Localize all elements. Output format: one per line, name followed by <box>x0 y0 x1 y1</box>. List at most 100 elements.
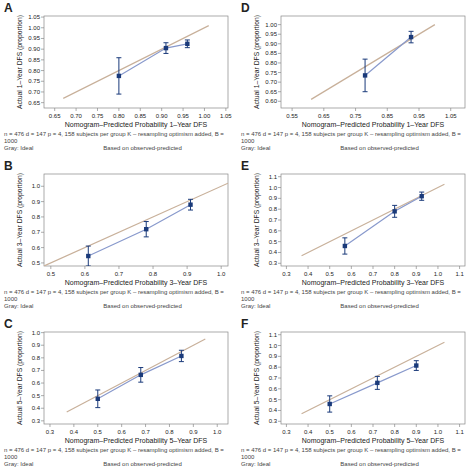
error-bar <box>144 222 149 237</box>
line <box>88 205 190 256</box>
panel-label: F <box>241 317 248 331</box>
error-bar <box>179 350 184 361</box>
x-tick-label: 0.9 <box>412 271 421 277</box>
y-tick-label: 0.5 <box>269 239 278 245</box>
y-tick-label: 0.6 <box>32 380 41 386</box>
x-tick <box>308 424 309 427</box>
y-tick-label: 0.85 <box>265 50 277 56</box>
panel: C0.30.40.50.60.70.80.91.00.30.40.50.60.7… <box>4 317 228 467</box>
y-tick <box>41 91 44 92</box>
x-tick <box>308 266 309 269</box>
x-tick <box>76 108 77 111</box>
y-tick-label: 0.6 <box>32 245 41 251</box>
y-tick <box>278 356 281 357</box>
y-tick-label: 0.90 <box>28 46 40 52</box>
x-tick-label: 1.1 <box>455 271 464 277</box>
y-tick-label: 0.65 <box>28 100 40 106</box>
y-tick-label: 0.75 <box>28 78 40 84</box>
y-tick-label: 0.7 <box>32 367 41 373</box>
x-tick <box>323 108 324 111</box>
error-bar <box>414 361 419 371</box>
x-tick <box>329 266 330 269</box>
x-tick <box>84 266 85 269</box>
x-tick-label: 0.3 <box>282 271 291 277</box>
x-tick-label: 1.0 <box>434 429 443 435</box>
line <box>311 25 435 100</box>
error-bar <box>392 205 397 217</box>
y-axis-label: Actual 5–Year DFS (proportion) <box>16 331 24 425</box>
y-tick <box>41 262 44 263</box>
error-bar <box>375 376 380 389</box>
y-tick-label: 1.00 <box>28 25 40 31</box>
point <box>86 254 90 258</box>
plot-frame <box>281 332 465 424</box>
point <box>414 363 418 367</box>
point <box>375 381 379 385</box>
point <box>343 244 347 248</box>
y-tick <box>278 24 281 25</box>
x-tick <box>97 108 98 111</box>
x-axis-label: Nomogram–Predicted Probability 1–Year DF… <box>65 121 208 129</box>
y-tick <box>41 186 44 187</box>
x-tick <box>121 424 122 427</box>
y-tick-label: 0.3 <box>269 260 278 266</box>
y-tick <box>41 395 44 396</box>
y-tick-label: 1.0 <box>269 185 278 191</box>
caption: n = 476 d = 147 p = 4, 158 subjects per … <box>4 289 224 302</box>
y-tick-label: 0.5 <box>32 260 41 266</box>
panel-label: B <box>4 159 13 173</box>
point <box>96 397 100 401</box>
x-tick-label: 0.7 <box>369 429 378 435</box>
y-tick <box>41 49 44 50</box>
point <box>117 74 121 78</box>
line <box>63 26 208 99</box>
y-tick-label: 1.00 <box>265 22 277 28</box>
x-tick-label: 0.5 <box>326 429 335 435</box>
y-axis-label: Actual 3–Year DFS (proportion) <box>253 173 261 267</box>
y-tick <box>278 241 281 242</box>
y-tick-label: 0.70 <box>28 89 40 95</box>
y-tick <box>278 220 281 221</box>
point <box>164 46 168 50</box>
y-tick <box>278 252 281 253</box>
x-tick-label: 0.8 <box>390 271 399 277</box>
y-tick <box>278 34 281 35</box>
x-tick-label: 1.1 <box>455 429 464 435</box>
error-bar <box>163 43 168 54</box>
point <box>363 73 367 77</box>
x-tick-label: 0.5 <box>94 429 103 435</box>
error-bar <box>363 59 368 92</box>
x-tick-label: 0.5 <box>326 271 335 277</box>
x-tick <box>387 108 388 111</box>
y-tick-label: 0.9 <box>269 195 278 201</box>
x-axis-label: Nomogram–Predicted Probability 3–Year DF… <box>302 279 445 287</box>
plot-frame <box>44 174 228 266</box>
chart: A0.650.700.750.800.850.900.951.001.050.6… <box>0 0 474 474</box>
line <box>44 183 228 266</box>
y-tick-label: 0.80 <box>28 68 40 74</box>
x-tick <box>153 266 154 269</box>
x-tick <box>419 108 420 111</box>
y-tick-label: 0.9 <box>269 353 278 359</box>
y-tick-label: 0.65 <box>265 89 277 95</box>
y-tick <box>41 232 44 233</box>
y-tick-label: 0.7 <box>32 229 41 235</box>
x-tick <box>329 424 330 427</box>
x-tick <box>217 424 218 427</box>
y-tick <box>278 367 281 368</box>
x-tick-label: 0.95 <box>177 113 189 119</box>
x-tick <box>97 424 98 427</box>
point <box>420 194 424 198</box>
x-tick-label: 0.8 <box>390 429 399 435</box>
x-tick <box>437 424 438 427</box>
x-tick <box>351 266 352 269</box>
y-tick-label: 0.5 <box>269 397 278 403</box>
x-tick-label: 0.4 <box>304 271 313 277</box>
y-tick-label: 0.90 <box>265 41 277 47</box>
y-tick <box>41 357 44 358</box>
x-tick <box>437 266 438 269</box>
x-tick <box>394 424 395 427</box>
error-bar <box>138 368 143 383</box>
y-tick-label: 0.95 <box>28 35 40 41</box>
y-tick-label: 1.0 <box>32 183 41 189</box>
